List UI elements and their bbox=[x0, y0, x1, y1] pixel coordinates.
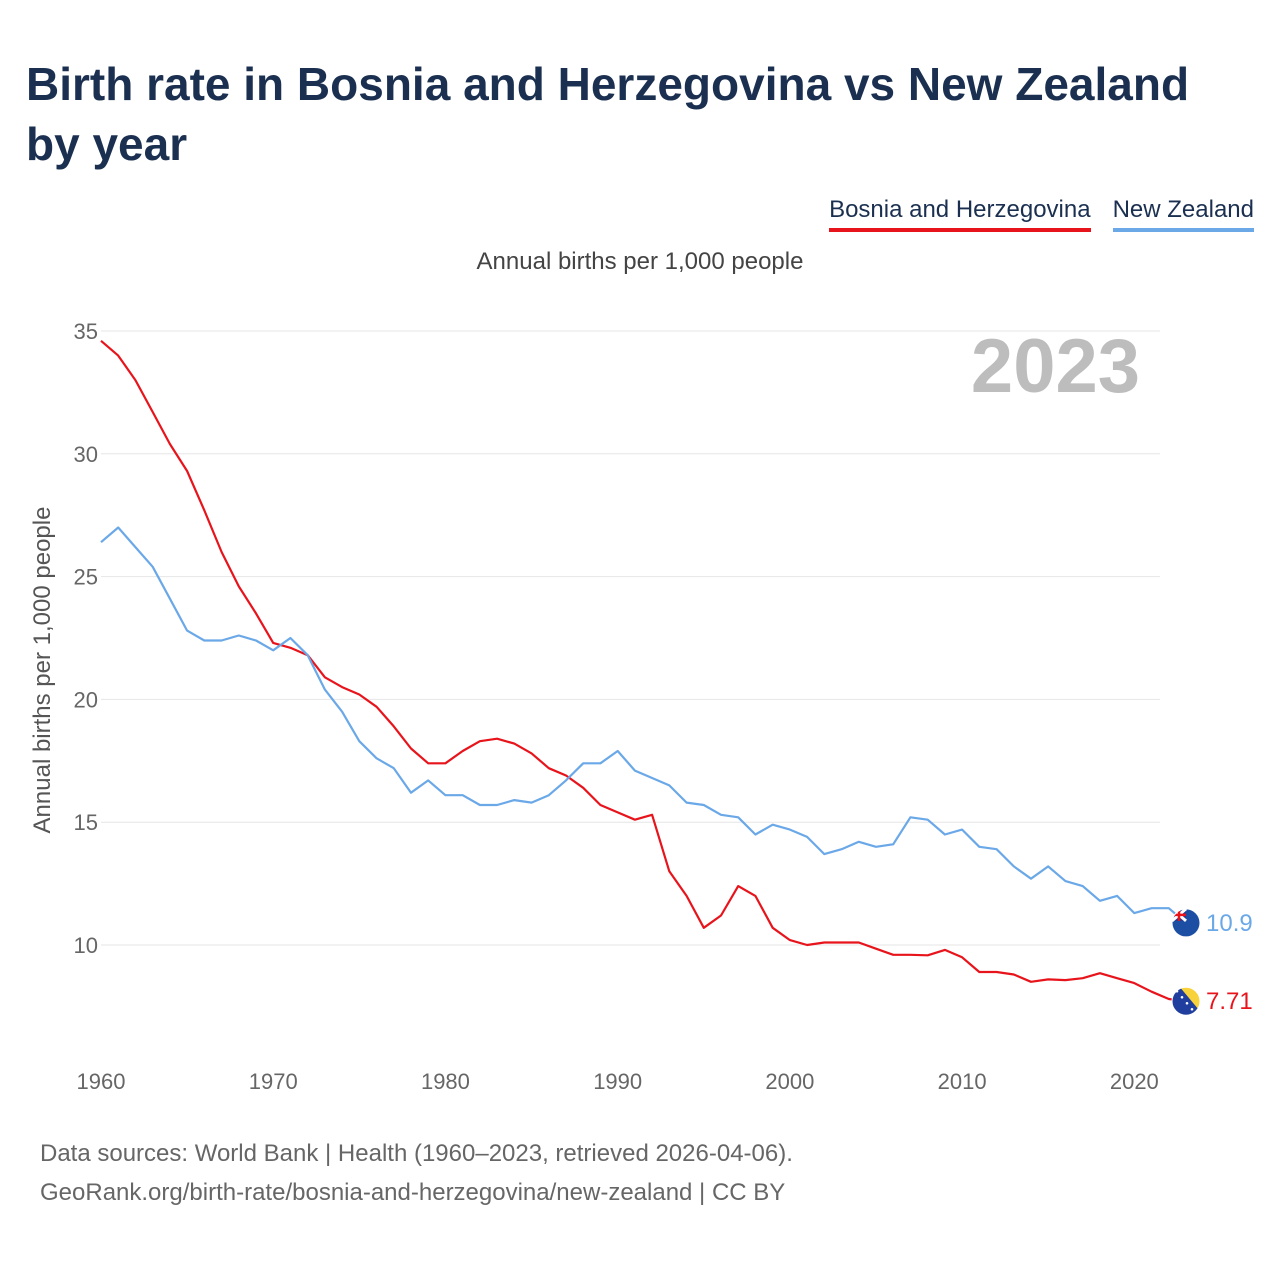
y-tick-10: 10 bbox=[74, 933, 98, 958]
chart-title: Birth rate in Bosnia and Herzegovina vs … bbox=[26, 58, 1190, 170]
source-note: Data sources: World Bank | Health (1960–… bbox=[40, 1134, 793, 1212]
grid-lines bbox=[101, 330, 1160, 946]
y-tick-15: 15 bbox=[74, 810, 98, 835]
x-tick-1990: 1990 bbox=[593, 1069, 642, 1094]
bosnia-flag-icon bbox=[1171, 986, 1201, 1016]
line-chart: 10 15 20 25 30 35 1960 1970 1980 1990 2000 2010 202… bbox=[29, 319, 1253, 1094]
y-axis-ticks: 10 15 20 25 30 35 bbox=[74, 319, 98, 958]
x-tick-2010: 2010 bbox=[938, 1069, 987, 1094]
y-axis-label: Annual births per 1,000 people bbox=[29, 507, 56, 834]
legend-item-new-zealand[interactable]: New Zealand bbox=[1112, 196, 1254, 232]
series-line-new-zealand[interactable] bbox=[100, 526, 1187, 924]
x-tick-1970: 1970 bbox=[249, 1069, 298, 1094]
x-axis-ticks: 1960 1970 1980 1990 2000 2010 2020 bbox=[77, 1069, 1159, 1094]
x-tick-2000: 2000 bbox=[765, 1069, 814, 1094]
y-tick-25: 25 bbox=[74, 565, 98, 590]
source-line-2[interactable]: GeoRank.org/birth-rate/bosnia-and-herzeg… bbox=[40, 1179, 786, 1206]
series-line-bosnia[interactable] bbox=[100, 339, 1187, 1003]
new-zealand-flag-icon bbox=[1171, 908, 1201, 938]
chart-subtitle: Annual births per 1,000 people bbox=[476, 248, 804, 275]
y-tick-20: 20 bbox=[74, 687, 98, 712]
legend-item-bosnia[interactable]: Bosnia and Herzegovina bbox=[829, 196, 1091, 232]
x-tick-1960: 1960 bbox=[77, 1069, 126, 1094]
series-lines bbox=[100, 339, 1187, 1003]
y-tick-30: 30 bbox=[74, 442, 98, 467]
x-tick-1980: 1980 bbox=[421, 1069, 470, 1094]
end-markers: 7.71 10.9 bbox=[1171, 908, 1253, 1016]
year-watermark: 2023 bbox=[971, 324, 1140, 409]
x-tick-2020: 2020 bbox=[1110, 1069, 1159, 1094]
y-tick-35: 35 bbox=[74, 319, 98, 344]
legend: Bosnia and Herzegovina New Zealand bbox=[829, 196, 1254, 232]
source-line-1: Data sources: World Bank | Health (1960–… bbox=[40, 1140, 793, 1167]
end-label-bosnia: 7.71 bbox=[1206, 988, 1253, 1015]
end-label-new-zealand: 10.9 bbox=[1206, 910, 1253, 937]
